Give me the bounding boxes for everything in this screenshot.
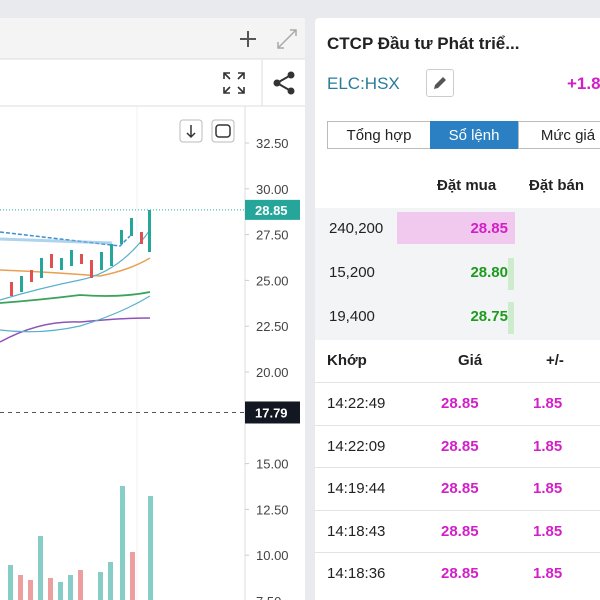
- trade-row: 14:19:44 28.85 1.85: [315, 467, 600, 509]
- share-icon[interactable]: [273, 71, 295, 95]
- trade-change: 1.85: [533, 480, 563, 497]
- trade-time: 14:22:49: [327, 395, 386, 412]
- price-label: 32.50: [256, 136, 289, 151]
- tab[interactable]: Mức giá: [518, 121, 600, 149]
- volume: 19,400: [329, 308, 375, 325]
- price-label: 30.00: [256, 182, 289, 197]
- edit-button[interactable]: [426, 69, 454, 97]
- trade-change: 1.85: [533, 522, 563, 540]
- price-label: 20.00: [256, 365, 289, 380]
- volume-bars: [8, 486, 153, 600]
- reset-icon: [215, 124, 231, 138]
- trade-row: 14:18:36 28.85 1.85: [315, 552, 600, 594]
- trade-price: 28.85: [441, 437, 479, 455]
- bid-price: 28.80: [470, 264, 508, 281]
- trade-price: 28.85: [441, 522, 479, 540]
- last-price-tag: [245, 199, 300, 220]
- bid-price: 28.85: [470, 220, 508, 237]
- trade-time: 14:18:36: [327, 565, 386, 582]
- order-row: 15,200 28.80: [315, 252, 600, 296]
- arrow-icon: [186, 125, 196, 139]
- price-label: 10.00: [256, 548, 289, 563]
- trade-row: 14:22:09 28.85 1.85: [315, 424, 600, 467]
- price-axis: 32.50 30.00 27.50 25.00 22.50 20.00 15.00 12.50…: [0, 136, 300, 600]
- price-label: 27.50: [256, 228, 289, 243]
- chart-panel: 32.50 30.00 27.50 25.00 22.50 20.00 15.00 12.50…: [0, 18, 305, 600]
- bid-price: 28.75: [470, 308, 508, 325]
- depth-bar: [508, 302, 514, 334]
- tab[interactable]: Tổng hợp: [327, 121, 431, 149]
- price-label: 22.50: [256, 319, 289, 334]
- trade-price: 28.85: [441, 395, 479, 412]
- trade-price: 28.85: [441, 480, 479, 497]
- trade-change: 1.85: [533, 395, 563, 412]
- depth-bar: [508, 258, 514, 290]
- reference-tag: [245, 401, 300, 424]
- quote-panel: CTCP Đầu tư Phát triể... ELC:HSX +1.8 Tổ…: [315, 18, 600, 600]
- order-row: 240,200 28.85: [315, 208, 600, 252]
- volume: 15,200: [329, 264, 375, 281]
- reference-label: 17.79: [255, 405, 288, 420]
- trade-price: 28.85: [441, 565, 479, 582]
- last-price-label: 28.85: [255, 203, 288, 218]
- fullscreen-icon[interactable]: [223, 72, 245, 94]
- indicators: [0, 229, 151, 343]
- column-header: Đặt bán: [529, 177, 585, 194]
- chart-header: [0, 18, 305, 59]
- pencil-icon: [434, 77, 446, 89]
- trade-change: 1.85: [533, 565, 563, 582]
- column-header: Giá: [458, 352, 483, 369]
- volume: 240,200: [329, 220, 384, 237]
- price-label: 25.00: [256, 273, 289, 288]
- column-header: Đặt mua: [437, 177, 497, 194]
- trade-time: 14:19:44: [327, 480, 386, 497]
- column-header: Khớp: [327, 352, 367, 369]
- price-label: 15.00: [256, 457, 289, 472]
- price-change: +1.8: [567, 74, 600, 93]
- price-label: 12.50: [256, 502, 289, 517]
- price-label: 7.50: [256, 594, 281, 600]
- add-icon[interactable]: [240, 31, 256, 47]
- column-header: +/-: [546, 352, 564, 369]
- trade-time: 14:22:09: [327, 437, 386, 455]
- symbol[interactable]: ELC:HSX: [327, 74, 400, 93]
- company-name: CTCP Đầu tư Phát triể...: [327, 34, 520, 53]
- tab[interactable]: Sổ lệnh: [430, 121, 518, 149]
- candles: [10, 210, 151, 296]
- trade-time: 14:18:43: [327, 522, 386, 540]
- trade-change: 1.85: [533, 437, 563, 455]
- trade-row: 14:18:43 28.85 1.85: [315, 509, 600, 552]
- trade-row: 14:22:49 28.85 1.85: [315, 382, 600, 424]
- depth-bar: [397, 212, 515, 244]
- expand-icon[interactable]: [277, 29, 297, 49]
- order-row: 19,400 28.75: [315, 296, 600, 340]
